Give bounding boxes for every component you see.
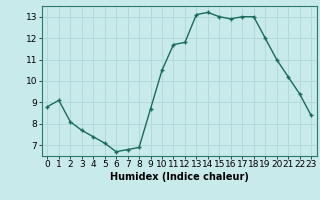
X-axis label: Humidex (Indice chaleur): Humidex (Indice chaleur) [110, 172, 249, 182]
